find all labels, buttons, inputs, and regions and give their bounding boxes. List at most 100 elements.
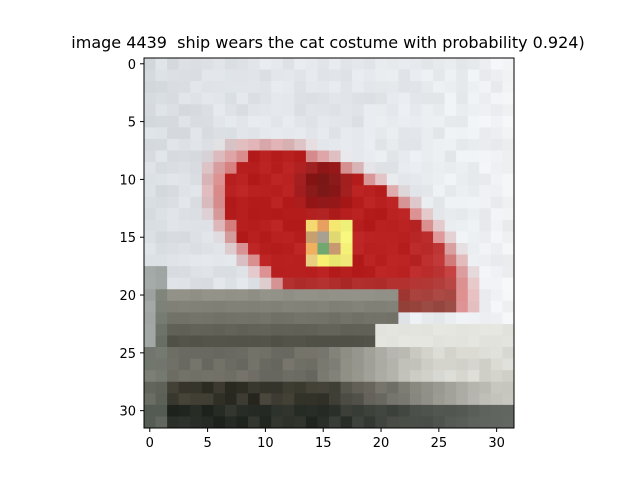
image-pixel [213, 416, 226, 429]
image-pixel [433, 81, 446, 94]
image-pixel [363, 335, 376, 348]
image-pixel [144, 312, 156, 325]
image-pixel [201, 254, 214, 267]
image-pixel [479, 404, 492, 417]
y-axis: 0 5 10 15 20 25 30 [119, 58, 144, 420]
image-pixel [433, 127, 446, 140]
image-pixel [329, 277, 341, 290]
image-pixel [201, 243, 214, 255]
image-pixel [502, 208, 515, 221]
image-pixel [201, 381, 214, 394]
image-pixel [282, 81, 295, 94]
image-pixel [224, 243, 237, 255]
image-pixel [502, 347, 515, 360]
image-pixel [271, 404, 284, 417]
image-pixel [155, 196, 168, 209]
image-pixel [155, 312, 168, 325]
image-pixel [444, 335, 457, 348]
image-pixel [201, 127, 214, 140]
image-pixel [271, 162, 284, 175]
image-pixel [305, 381, 318, 394]
image-pixel [386, 104, 399, 117]
image-pixel [282, 358, 295, 371]
image-pixel [248, 196, 261, 209]
image-pixel [421, 115, 434, 128]
image-pixel [340, 358, 353, 371]
image-pixel [236, 312, 249, 325]
image-pixel [190, 173, 203, 186]
image-pixel [467, 312, 480, 325]
image-pixel [386, 358, 399, 371]
image-pixel [144, 92, 156, 105]
image-pixel [155, 219, 168, 232]
image-pixel [467, 370, 480, 383]
image-pixel [282, 58, 295, 70]
image-pixel [421, 289, 434, 302]
image-pixel [502, 381, 515, 394]
image-pixel [271, 312, 284, 325]
image-pixel [155, 393, 168, 406]
image-pixel [224, 323, 237, 336]
image-pixel [155, 150, 168, 163]
image-pixel [317, 208, 330, 221]
image-pixel [294, 277, 307, 290]
image-pixel [375, 104, 388, 117]
image-pixel [224, 335, 237, 348]
cat-costume-patch [305, 219, 353, 267]
image-pixel [433, 358, 446, 371]
image-pixel [352, 393, 365, 406]
image-pixel [329, 416, 341, 429]
image-pixel [248, 92, 261, 105]
image-pixel [317, 127, 330, 140]
image-pixel [190, 370, 203, 383]
image-pixel [479, 173, 492, 186]
image-pixel [352, 266, 365, 279]
image-pixel [398, 115, 411, 128]
image-pixel [467, 416, 480, 429]
image-pixel [490, 196, 503, 209]
image-pixel [352, 370, 365, 383]
image-pixel [421, 254, 434, 267]
image-pixel [317, 312, 330, 325]
image-pixel [398, 381, 411, 394]
image-pixel [201, 416, 214, 429]
image-pixel [490, 173, 503, 186]
image-pixel [409, 277, 422, 290]
image-pixel [294, 358, 307, 371]
image-pixel [340, 266, 353, 279]
image-pixel [224, 196, 237, 209]
image-pixel [329, 381, 341, 394]
image-pixel [190, 312, 203, 325]
image-pixel [236, 416, 249, 429]
image-pixel [190, 347, 203, 360]
image-pixel [271, 219, 284, 232]
image-pixel [467, 347, 480, 360]
image-pixel [155, 69, 168, 82]
image-pixel [178, 138, 191, 151]
image-pixel [398, 323, 411, 336]
image-pixel [490, 381, 503, 394]
image-pixel [224, 254, 237, 267]
image-pixel [479, 185, 492, 198]
image-pixel [352, 138, 365, 151]
image-pixel [305, 115, 318, 128]
image-pixel [282, 138, 295, 151]
image-pixel [271, 127, 284, 140]
image-pixel [386, 416, 399, 429]
image-pixel [502, 219, 515, 232]
image-pixel [375, 150, 388, 163]
image-pixel [305, 208, 318, 221]
image-pixel [409, 335, 422, 348]
image-pixel [178, 312, 191, 325]
image-pixel [386, 115, 399, 128]
image-pixel [144, 115, 156, 128]
image-pixel [167, 358, 180, 371]
image-pixel [467, 127, 480, 140]
image-pixel [352, 196, 365, 209]
image-pixel [317, 404, 330, 417]
image-pixel [386, 312, 399, 325]
image-pixel [467, 196, 480, 209]
image-pixel [329, 138, 341, 151]
image-pixel [190, 323, 203, 336]
image-pixel [490, 104, 503, 117]
